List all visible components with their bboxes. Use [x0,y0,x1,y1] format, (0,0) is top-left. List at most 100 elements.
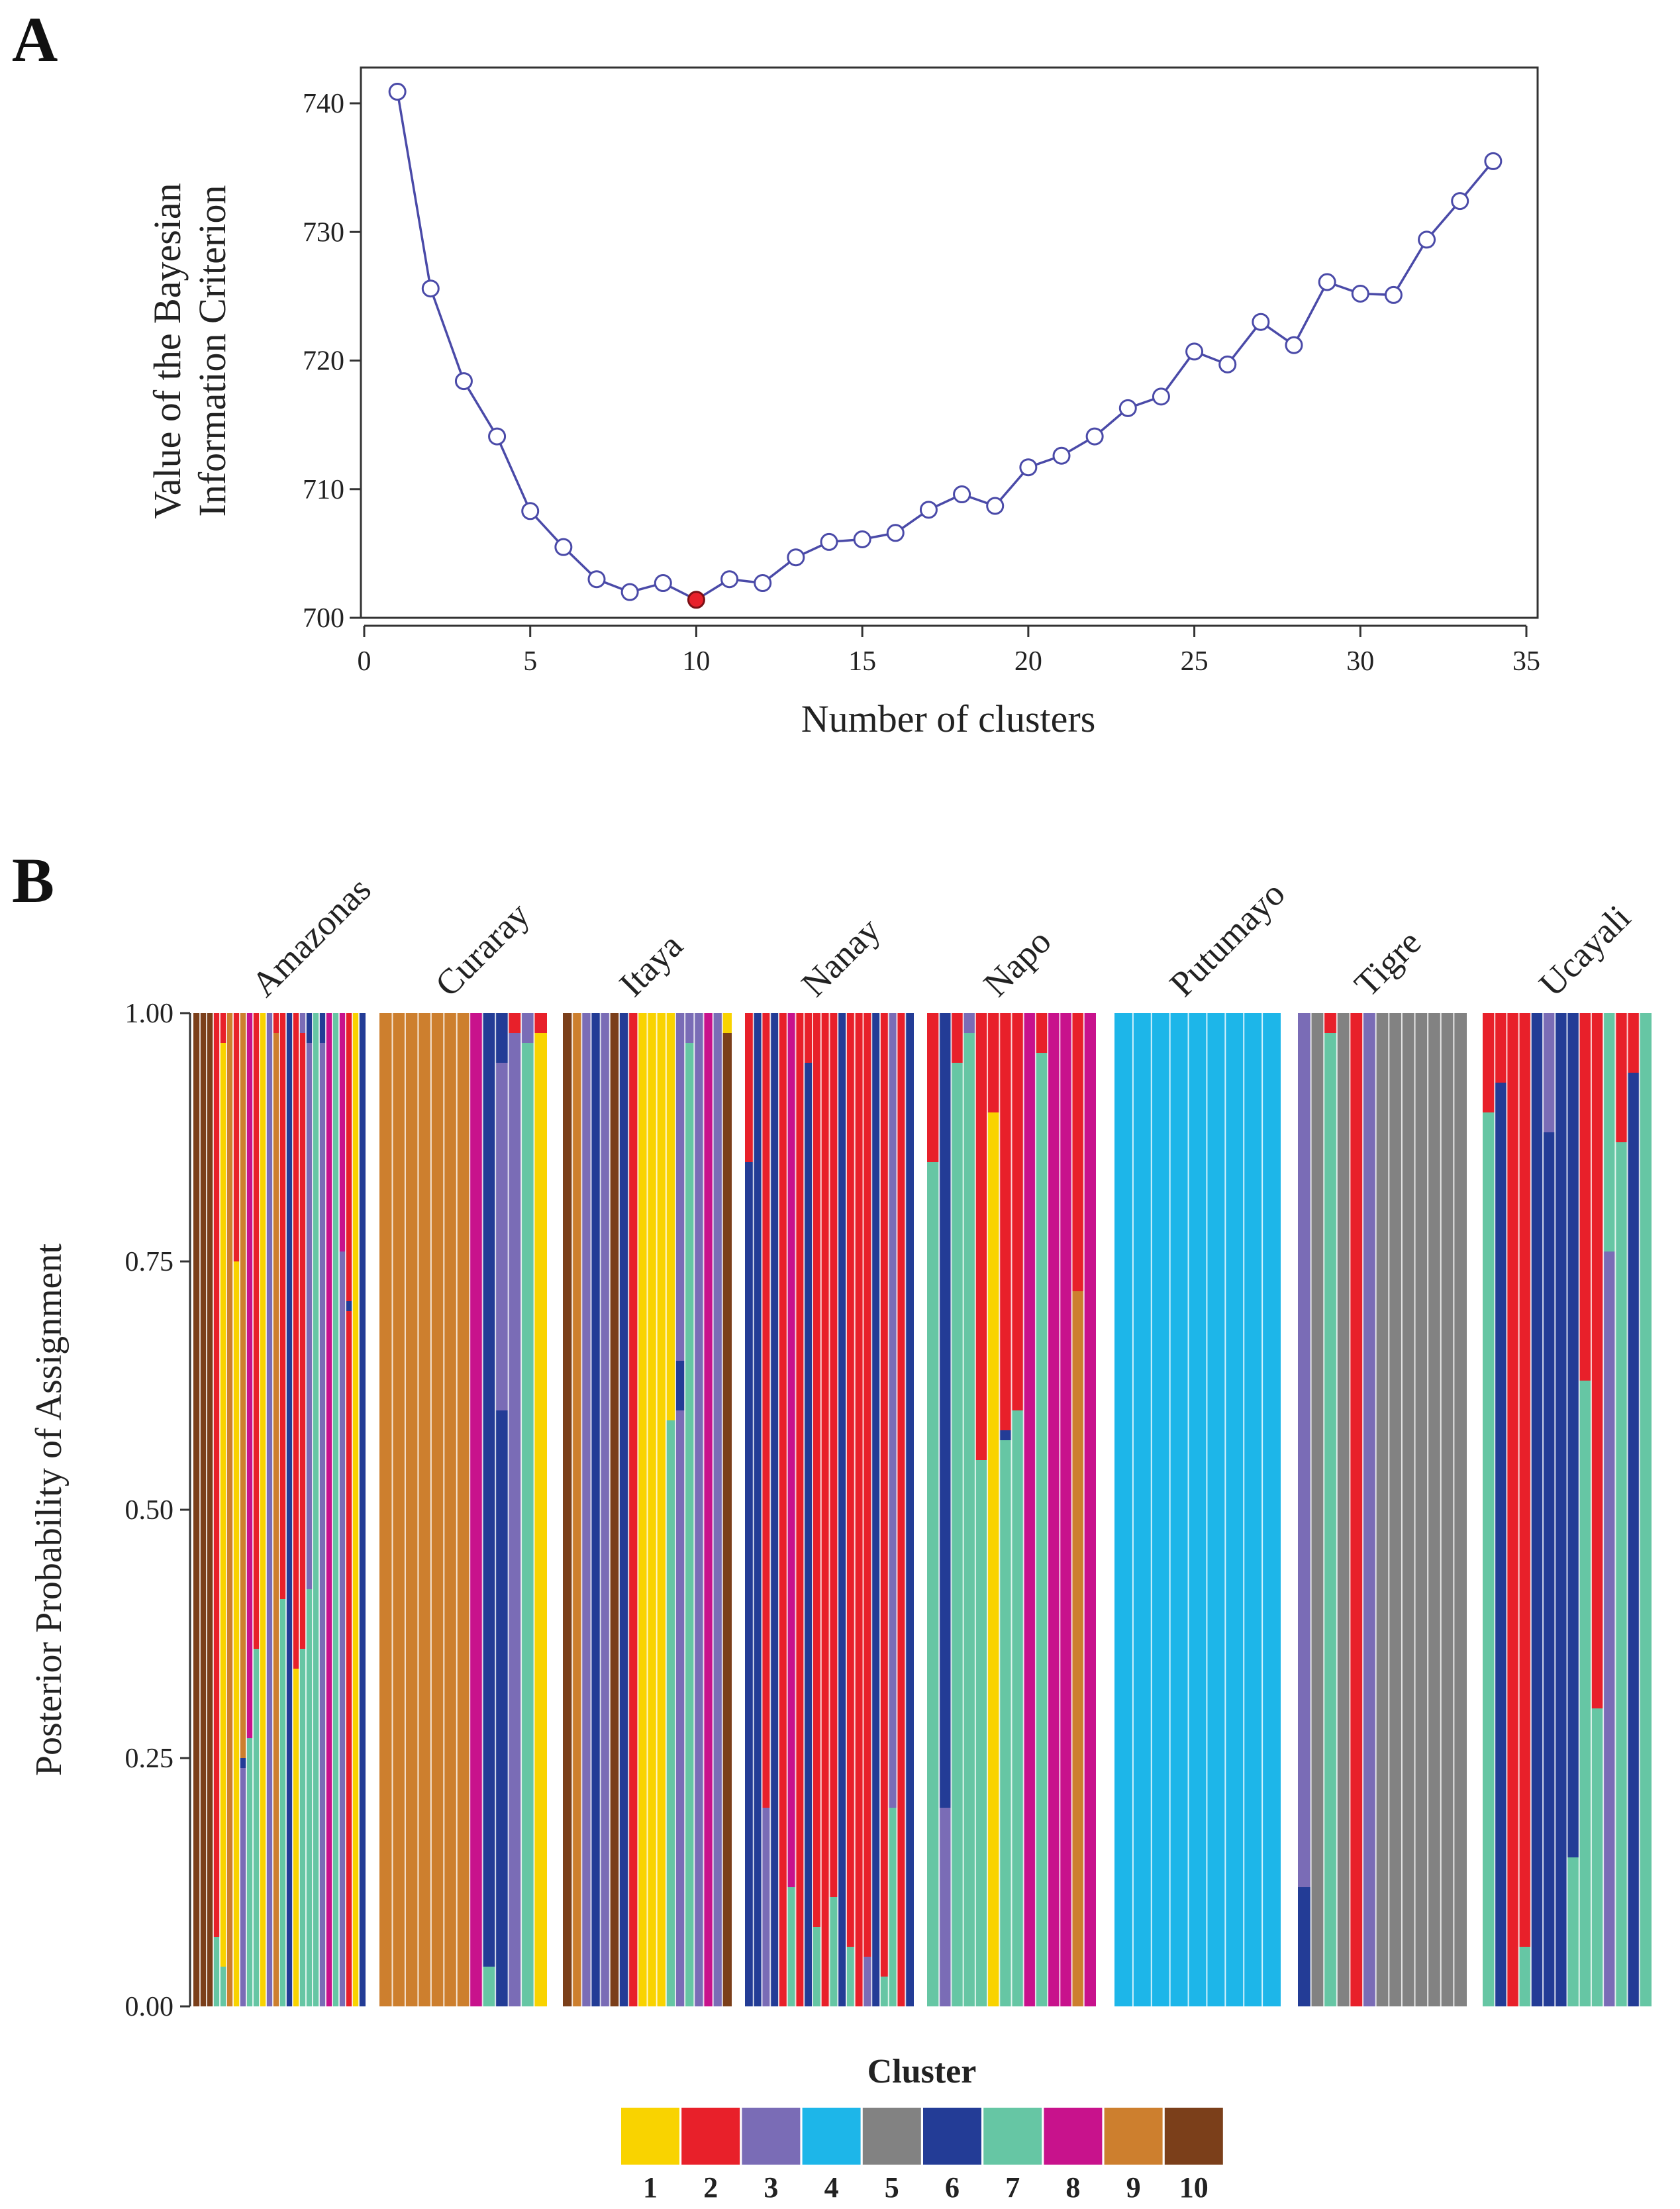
bar-segment-cluster-8 [326,1013,332,2006]
bar-segment-cluster-3 [306,1043,313,1589]
bic-point [1351,284,1369,303]
bar-segment-cluster-6 [770,1013,779,2006]
bar-segment-cluster-6 [346,1301,352,1311]
bar-segment-cluster-8 [246,1013,253,1738]
bar-segment-cluster-2 [508,1013,522,1033]
bar-segment-cluster-4 [1188,1013,1207,2006]
legend-label: 10 [1179,2171,1209,2204]
bar-segment-cluster-3 [299,1013,306,1033]
x-tick-label: 20 [1014,646,1042,677]
bar-segment-cluster-3 [675,1410,685,2006]
bic-point [488,427,507,446]
bar-segment-cluster-8 [339,1013,346,1252]
x-tick-label: 35 [1512,646,1540,677]
bar-segment-cluster-10 [207,1013,213,2006]
bar-segment-cluster-2 [975,1013,988,1460]
bar-segment-cluster-1 [260,1013,266,2006]
bar-segment-cluster-7 [685,1043,695,2006]
bar-segment-cluster-2 [745,1013,754,1162]
population-label: Tigre [1347,922,1429,1005]
bar-segment-cluster-6 [1555,1013,1567,2006]
population-amazonas [193,1013,366,2006]
population-tigre [1298,1013,1467,2006]
population-curaray [379,1013,547,2006]
bar-segment-cluster-7 [306,1589,313,2006]
bic-point [654,574,672,593]
population-label: Ucayali [1532,897,1638,1004]
bar-segment-cluster-6 [1530,1013,1544,2006]
bar-segment-cluster-2 [628,1013,638,2006]
population-ucayali [1483,1013,1652,2006]
legend-label: 8 [1065,2171,1080,2204]
bic-series-line [396,91,1495,601]
legend-label: 1 [643,2171,658,2204]
bar-segment-cluster-1 [656,1013,666,2006]
bar-segment-cluster-5 [1401,1013,1415,2006]
bar-segment-cluster-2 [762,1013,771,1808]
bic-point [620,583,639,601]
bar-segment-cluster-6 [495,1013,509,1063]
bar-segment-cluster-8 [1048,1013,1060,2006]
bar-segment-cluster-1 [987,1112,1000,2006]
structure-bar-plot: 0.00 0.25 0.50 0.75 1.00 Amazonas Curaray Itay… [28,869,1652,2204]
y-tick-label: 740 [303,89,344,119]
legend-label: 7 [1005,2171,1020,2204]
min-bic-point [687,591,705,609]
bar-segment-cluster-6 [1567,1013,1579,1857]
bar-segment-cluster-7 [279,1599,286,2006]
bar-segment-cluster-7 [1011,1410,1024,2006]
legend-swatch-cluster-10 [1164,2108,1223,2165]
bar-segment-cluster-6 [745,1162,754,2006]
bar-segment-cluster-7 [482,1967,496,2006]
y-axis-label: Posterior Probability of Assignment [28,1243,70,1776]
bar-segment-cluster-7 [999,1440,1012,2006]
bar-segment-cluster-4 [1207,1013,1226,2006]
bar-segment-cluster-2 [1350,1013,1363,2006]
bar-segment-cluster-2 [804,1013,813,1063]
bar-segment-cluster-3 [319,1043,326,2006]
bic-point [1418,230,1436,249]
bar-segment-cluster-1 [638,1013,648,1957]
bic-point [1484,152,1503,170]
bar-segment-cluster-6 [591,1013,601,2006]
bic-point [1252,313,1270,331]
legend-swatch-cluster-3 [742,2108,801,2165]
legend-label: 5 [885,2171,899,2204]
bic-point [1052,446,1071,465]
bic-point [554,538,573,556]
bar-segment-cluster-5 [1414,1013,1428,2006]
panel-b-label: B [12,845,54,916]
bar-segment-cluster-7 [880,1977,889,2006]
bar-segment-cluster-3 [1298,1013,1311,1887]
bar-segment-cluster-9 [240,1013,246,1758]
bar-segment-cluster-6 [619,1013,629,2006]
bar-segment-cluster-6 [1298,1887,1311,2006]
bar-segment-cluster-2 [1011,1013,1024,1410]
bar-segment-cluster-2 [779,1013,787,2006]
bar-segment-cluster-3 [1363,1013,1376,2006]
bar-segment-cluster-3 [521,1013,534,1043]
bic-point [1185,342,1204,361]
bar-segment-cluster-8 [787,1013,796,1887]
bar-segment-cluster-1 [638,1957,648,2006]
bar-segment-cluster-7 [1567,1857,1579,2006]
bar-segment-cluster-6 [319,1013,326,1043]
bar-segment-cluster-8 [1023,1013,1036,2006]
bar-segment-cluster-3 [762,1808,771,2006]
bar-segment-cluster-1 [647,1013,657,2006]
legend-swatch-cluster-5 [862,2108,921,2165]
bar-segment-cluster-6 [240,1758,246,1768]
bar-segment-cluster-5 [1428,1013,1441,2006]
y-tick-label: 710 [303,475,344,505]
bar-segment-cluster-7 [220,1967,226,2006]
bar-segment-cluster-3 [685,1013,695,1043]
bar-segment-cluster-5 [1389,1013,1402,2006]
legend-swatch-cluster-4 [802,2108,861,2165]
bar-segment-cluster-3 [694,1013,704,1758]
bar-segment-cluster-10 [609,1013,619,2006]
bar-segment-cluster-2 [279,1013,286,1599]
population-itaya [563,1013,732,2006]
bar-segment-cluster-1 [534,1033,547,2006]
legend-label: 9 [1126,2171,1141,2204]
bar-segment-cluster-7 [951,1063,964,2006]
